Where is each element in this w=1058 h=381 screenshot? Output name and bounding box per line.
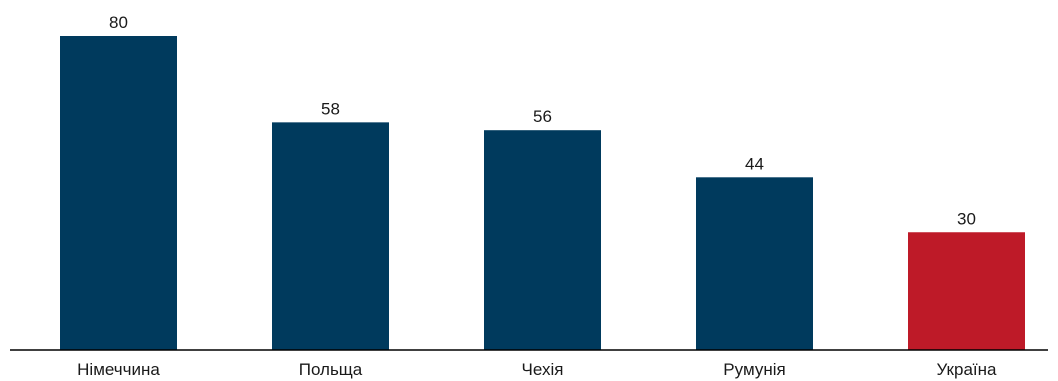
- category-label-5: Україна: [937, 360, 997, 379]
- category-label-3: Чехія: [522, 360, 564, 379]
- category-labels-group: Німеччина Польща Чехія Румунія Україна: [77, 360, 997, 379]
- category-label-4: Румунія: [723, 360, 785, 379]
- value-label-2: 58: [321, 99, 340, 118]
- value-labels-group: 80 58 56 44 30: [109, 13, 976, 228]
- bar-2: [272, 122, 389, 350]
- bars-group: [60, 36, 1025, 350]
- category-label-2: Польща: [299, 360, 363, 379]
- bar-5: [908, 232, 1025, 350]
- bar-4: [696, 177, 813, 350]
- value-label-5: 30: [957, 209, 976, 228]
- value-label-4: 44: [745, 154, 764, 173]
- value-label-1: 80: [109, 13, 128, 32]
- bar-3: [484, 130, 601, 350]
- bar-1: [60, 36, 177, 350]
- value-label-3: 56: [533, 107, 552, 126]
- category-label-1: Німеччина: [77, 360, 160, 379]
